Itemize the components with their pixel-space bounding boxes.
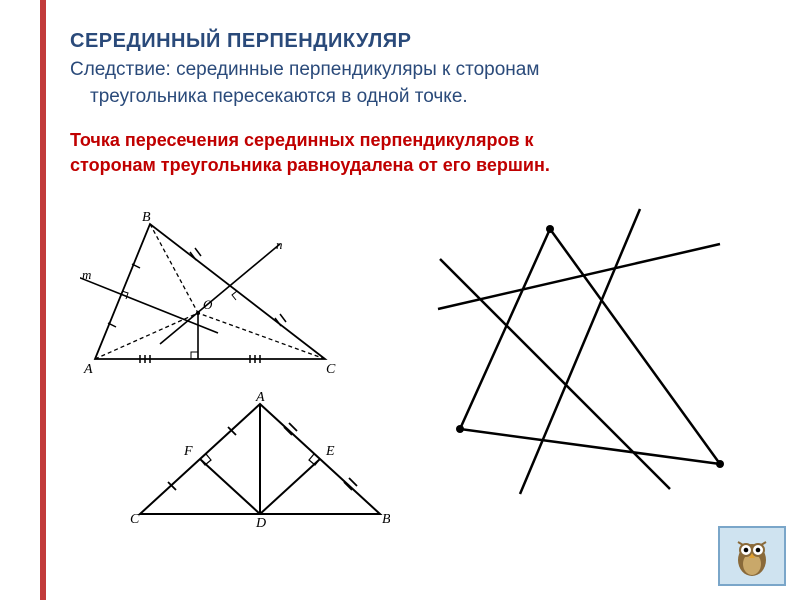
figures-area: A B C O m n [70,189,740,549]
figure-1: A B C O m n [80,209,340,384]
slide-content: СЕРЕДИННЫЙ ПЕРПЕНДИКУЛЯР Следствие: сере… [0,0,800,549]
figure-2-svg: A B C D E F [130,389,390,529]
emphasis-text: Точка пересечения серединных перпендикул… [70,128,740,178]
owl-icon [718,526,786,586]
accent-bar [40,0,46,600]
label-A: A [83,362,93,377]
subtitle-line1: Следствие: серединные перпендикуляры к с… [70,59,539,80]
figure-1-svg: A B C O m n [80,209,340,379]
label-C2: C [130,512,140,527]
figure-3 [420,199,740,504]
label-B: B [142,210,151,225]
label-E2: E [325,444,335,459]
label-D2: D [255,516,266,529]
label-n: n [276,237,283,252]
emphasis-line2: сторонам треугольника равноудалена от ег… [70,155,550,175]
figure-3-svg [420,199,740,499]
subtitle-line2: треугольника пересекаются в одной точке. [70,84,740,111]
figure-2: A B C D E F [130,389,390,534]
emphasis-line1: Точка пересечения серединных перпендикул… [70,130,534,150]
label-B2: B [382,512,390,527]
label-C: C [326,362,336,377]
slide-title: СЕРЕДИННЫЙ ПЕРПЕНДИКУЛЯР [70,30,740,53]
label-O: O [203,297,213,312]
label-A2: A [255,390,265,405]
label-m: m [82,267,91,282]
slide-subtitle: Следствие: серединные перпендикуляры к с… [70,57,740,110]
label-F2: F [183,444,193,459]
